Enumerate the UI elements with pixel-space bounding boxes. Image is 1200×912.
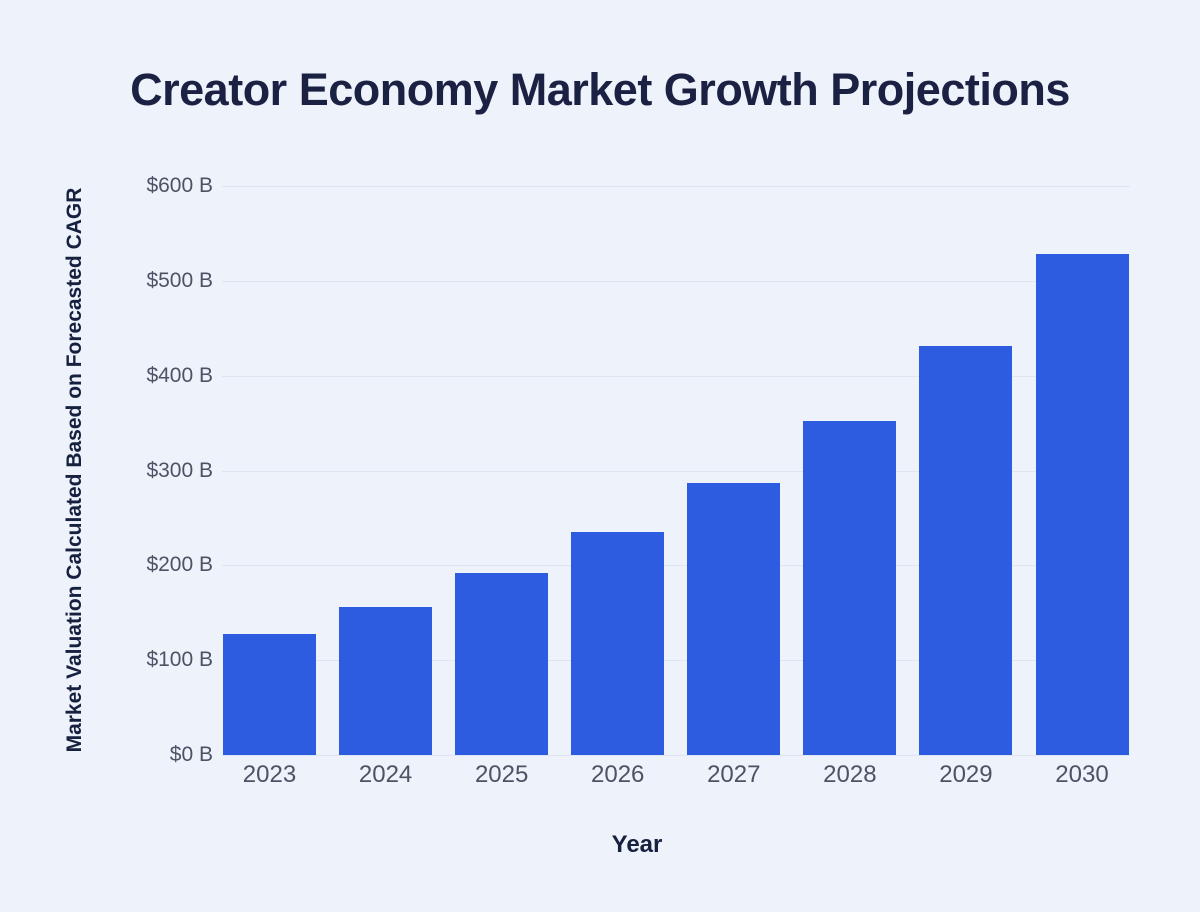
chart-title: Creator Economy Market Growth Projection… [130, 64, 1070, 115]
x-tick-label: 2029 [939, 761, 993, 788]
bar-2030 [1035, 254, 1129, 755]
gridline-300 [222, 470, 1130, 472]
y-tick-label: $500 B [146, 268, 213, 292]
bar-2023 [223, 633, 316, 755]
gridline-0 [222, 755, 1130, 756]
x-tick-label: 2026 [591, 761, 645, 788]
bar-2025 [455, 572, 549, 755]
x-tick-label: 2028 [823, 761, 877, 788]
y-tick-label: $600 B [146, 174, 213, 197]
gridline-600 [222, 186, 1130, 187]
bar-2029 [919, 346, 1013, 755]
y-tick-label: $100 B [146, 648, 213, 672]
x-tick-label: 2023 [242, 761, 297, 788]
x-tick-label: 2025 [474, 761, 529, 788]
bar-2028 [803, 421, 897, 755]
bar-2027 [687, 482, 781, 755]
y-tick-label: $400 B [146, 363, 213, 387]
gridline-500 [222, 280, 1130, 282]
bar-2024 [339, 607, 433, 755]
y-tick-label: $300 B [146, 458, 213, 482]
y-axis-title: Market Valuation Calculated Based on For… [63, 187, 86, 753]
x-tick-label: 2027 [707, 761, 761, 788]
gridline-100 [222, 660, 1130, 662]
x-tick-label: 2024 [358, 761, 413, 788]
gridline-400 [222, 375, 1130, 377]
gridline-200 [222, 565, 1130, 567]
y-tick-label: $200 B [146, 553, 213, 577]
x-tick-label: 2030 [1055, 761, 1109, 788]
bar-2026 [571, 532, 665, 755]
y-tick-label: $0 B [169, 743, 213, 766]
x-axis-title: Year [611, 831, 663, 858]
plot-area [222, 186, 1130, 756]
